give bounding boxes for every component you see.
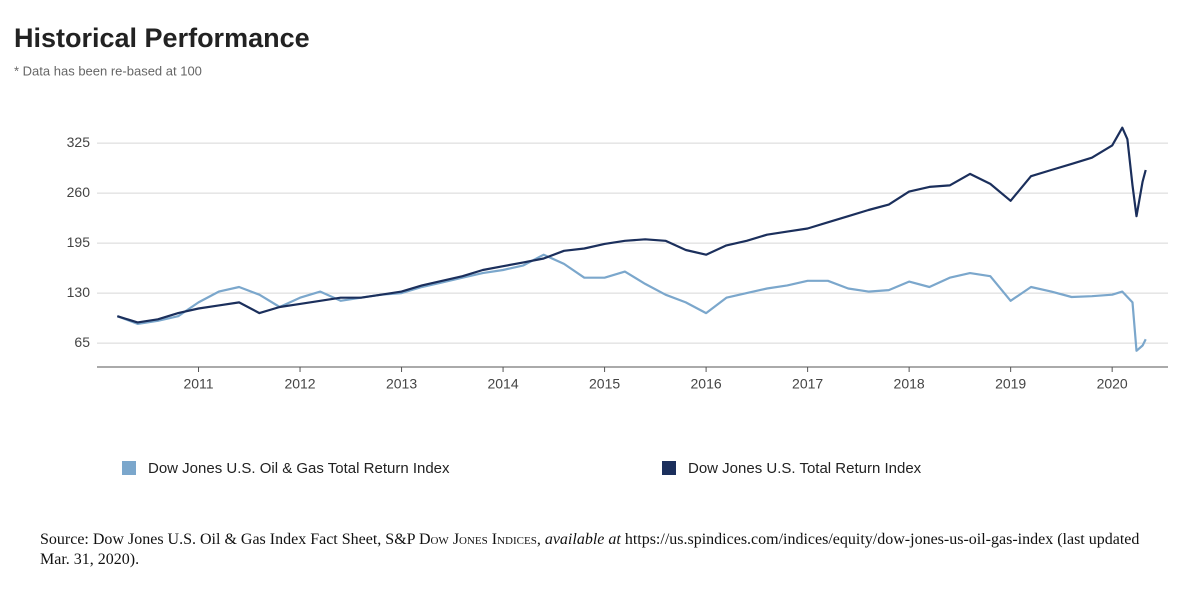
source-italic: available at — [544, 531, 621, 548]
y-tick-label: 195 — [67, 234, 91, 250]
x-tick-label: 2018 — [894, 376, 925, 392]
y-tick-label: 65 — [74, 334, 90, 350]
x-tick-label: 2019 — [995, 376, 1026, 392]
chart-subtitle: * Data has been re-based at 100 — [14, 63, 202, 78]
x-tick-label: 2013 — [386, 376, 417, 392]
y-tick-label: 260 — [67, 184, 91, 200]
x-tick-label: 2011 — [183, 376, 213, 392]
x-tick-label: 2015 — [589, 376, 620, 392]
chart: Historical Performance * Data has been r… — [14, 23, 1168, 477]
y-tick-label: 325 — [67, 134, 91, 150]
source-note: Source: Dow Jones U.S. Oil & Gas Index F… — [40, 531, 1140, 568]
legend-label: Dow Jones U.S. Oil & Gas Total Return In… — [148, 460, 450, 477]
x-tick-label: 2020 — [1097, 376, 1128, 392]
source-text: Source: Dow Jones U.S. Oil & Gas Index F… — [40, 531, 419, 548]
y-tick-label: 130 — [67, 284, 91, 300]
legend-swatch — [662, 461, 676, 475]
x-tick-label: 2014 — [487, 376, 518, 392]
x-tick-label: 2016 — [691, 376, 722, 392]
source-rest: https://us.spindices.com/indices/equity/… — [40, 531, 1140, 568]
chart-title: Historical Performance — [14, 23, 310, 53]
series-line — [116, 126, 1147, 324]
x-tick-label: 2012 — [284, 376, 315, 392]
legend-label: Dow Jones U.S. Total Return Index — [688, 460, 922, 477]
series-line — [116, 253, 1147, 352]
source-publisher: Dow Jones Indices — [418, 531, 537, 548]
legend-swatch — [122, 461, 136, 475]
x-tick-label: 2017 — [792, 376, 823, 392]
